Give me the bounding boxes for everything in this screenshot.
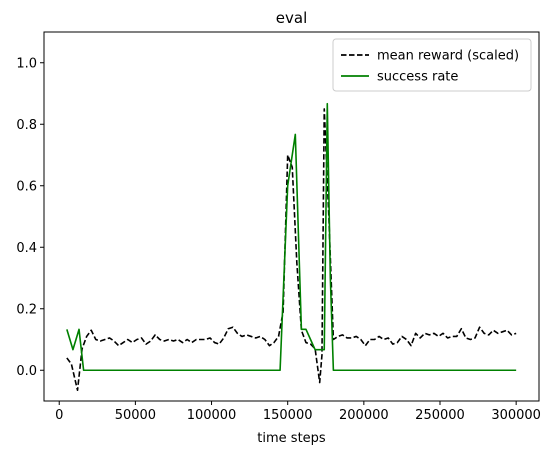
series-line-mean-reward <box>66 108 517 392</box>
x-axis: 0 50000 100000 150000 200000 250000 300000 <box>55 401 541 423</box>
x-tick-label: 200000 <box>339 408 389 423</box>
x-tick-label: 300000 <box>491 408 541 423</box>
x-axis-title: time steps <box>257 431 326 446</box>
legend-label: success rate <box>377 70 458 85</box>
y-tick-label: 0.4 <box>16 241 37 256</box>
x-tick-label: 0 <box>55 408 63 423</box>
series-line-success-rate <box>66 102 517 372</box>
chart-title: eval <box>276 9 307 27</box>
y-tick-label: 0.0 <box>16 364 37 379</box>
x-tick-label: 250000 <box>415 408 465 423</box>
y-tick-label: 0.2 <box>16 302 37 317</box>
legend-box <box>332 38 532 92</box>
y-axis: 0.0 0.2 0.4 0.6 0.8 1.0 <box>16 56 44 379</box>
y-tick-label: 0.6 <box>16 179 37 194</box>
plot-frame <box>43 31 540 402</box>
y-tick-label: 0.8 <box>16 118 37 133</box>
legend-label: mean reward (scaled) <box>377 49 519 64</box>
x-tick-label: 50000 <box>115 408 156 423</box>
legend: mean reward (scaled) success rate <box>332 38 532 92</box>
plot-lines <box>66 102 517 392</box>
x-tick-label: 150000 <box>263 408 313 423</box>
x-tick-label: 100000 <box>187 408 237 423</box>
y-tick-label: 1.0 <box>16 56 37 71</box>
